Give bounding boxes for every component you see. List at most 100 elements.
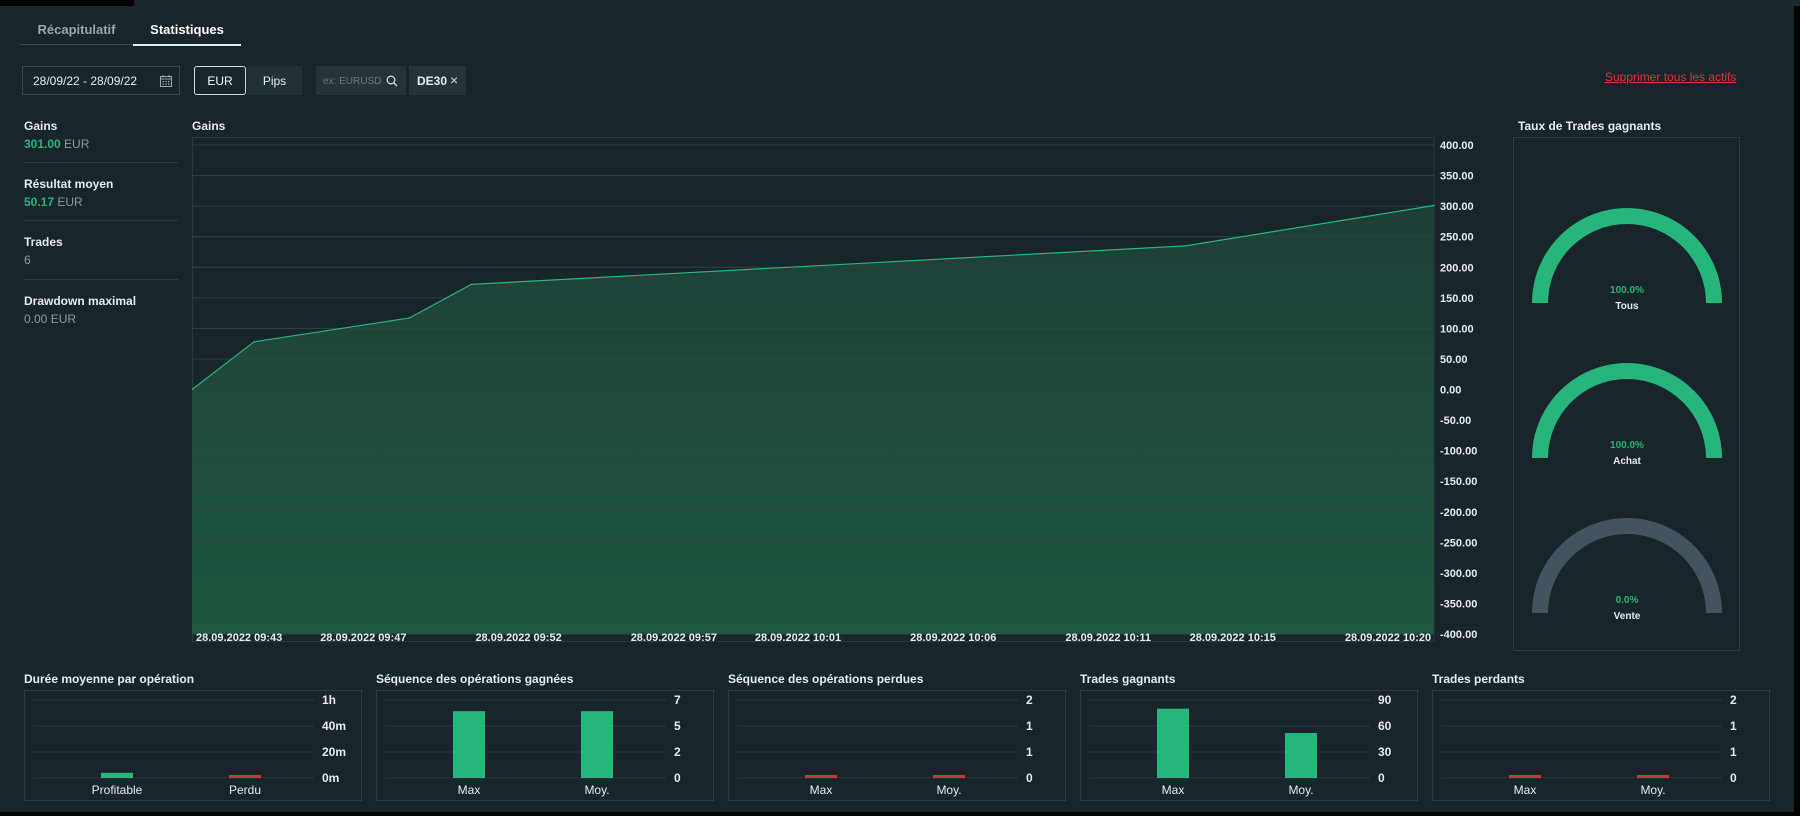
- y-tick-label: 0m: [322, 771, 339, 785]
- y-tick-label: 200.00: [1440, 262, 1474, 274]
- search-icon[interactable]: [386, 75, 398, 87]
- metric-value: 50.17 EUR: [24, 195, 83, 209]
- bar: [581, 711, 613, 778]
- metric-label: Gains: [24, 119, 58, 133]
- winning-trades-title: Trades gagnants: [1080, 672, 1176, 686]
- y-tick-label: 1: [1730, 719, 1737, 733]
- y-tick-label: 40m: [322, 719, 346, 733]
- metric-label: Trades: [24, 235, 63, 249]
- gauge-label: Achat: [1613, 456, 1641, 467]
- pips-button[interactable]: Pips: [247, 66, 302, 95]
- y-tick-label: 1: [1730, 745, 1737, 759]
- y-tick-label: 50.00: [1440, 354, 1468, 366]
- x-tick-label: 28.09.2022 09:47: [320, 632, 406, 642]
- y-tick-label: 0: [1730, 771, 1737, 785]
- bar: [229, 775, 261, 778]
- avg-duration-chart: 1h 40m 20m 0m Profitable Perdu: [24, 690, 362, 801]
- y-tick-label: 1: [1026, 719, 1033, 733]
- bar: [805, 775, 837, 778]
- metric-trades: Trades 6: [24, 235, 63, 267]
- tab-statistiques[interactable]: Statistiques: [133, 22, 241, 46]
- x-category-label: Moy.: [1288, 783, 1313, 797]
- gauge-arc: [1532, 363, 1722, 458]
- calendar-icon[interactable]: [159, 74, 173, 88]
- asset-search-field[interactable]: [316, 66, 406, 95]
- close-icon[interactable]: ×: [450, 72, 459, 88]
- y-tick-label: 300.00: [1440, 201, 1474, 213]
- gauge-value: 0.0%: [1616, 595, 1639, 606]
- y-tick-label: 250.00: [1440, 232, 1474, 244]
- x-tick-label: 28.09.2022 10:20: [1345, 632, 1431, 642]
- metric-value: 6: [24, 253, 31, 267]
- y-tick-label: 150.00: [1440, 293, 1474, 305]
- bar: [453, 711, 485, 778]
- metric-value: 301.00 EUR: [24, 137, 90, 151]
- loss-streak-chart: 2 1 1 0 Max Moy.: [728, 690, 1066, 801]
- metric-max-drawdown: Drawdown maximal 0.00 EUR: [24, 294, 136, 326]
- y-tick-label: 0: [1026, 771, 1033, 785]
- winning-trades-chart: 90 60 30 0 Max Moy.: [1080, 690, 1418, 801]
- y-tick-label: 1: [1026, 745, 1033, 759]
- metric-label: Résultat moyen: [24, 177, 114, 191]
- bar: [1509, 775, 1541, 778]
- x-category-label: Max: [810, 783, 833, 797]
- y-tick-label: 100.00: [1440, 323, 1474, 335]
- asset-chip: DE30 ×: [409, 66, 466, 95]
- date-range-value: 28/09/22 - 28/09/22: [33, 74, 138, 88]
- divider: [23, 279, 178, 280]
- win-streak-chart: 7 5 2 0 Max Moy.: [376, 690, 714, 801]
- y-tick-label: 30: [1378, 745, 1392, 759]
- gains-point: [1433, 204, 1435, 207]
- x-category-label: Max: [1162, 783, 1185, 797]
- win-rate-gauges: 100.0% Tous 100.0% Achat 0.0% Vente: [1532, 208, 1722, 622]
- y-tick-label: 2: [674, 745, 681, 759]
- y-tick-label: -300.00: [1440, 568, 1477, 580]
- y-tick-label: 90: [1378, 693, 1392, 707]
- gains-point: [1184, 245, 1187, 247]
- asset-search-input[interactable]: [323, 73, 383, 89]
- x-category-label: Perdu: [229, 783, 261, 797]
- y-tick-label: -50.00: [1440, 415, 1471, 427]
- y-tick-label: 350.00: [1440, 171, 1474, 183]
- gauge-arc: [1532, 208, 1722, 303]
- x-category-label: Max: [1514, 783, 1537, 797]
- x-tick-label: 28.09.2022 10:11: [1065, 632, 1151, 642]
- remove-all-assets-link[interactable]: Supprimer tous les actifs: [1605, 70, 1737, 84]
- date-range-input[interactable]: 28/09/22 - 28/09/22: [22, 66, 180, 95]
- bar: [933, 775, 965, 778]
- eur-button[interactable]: EUR: [194, 66, 246, 95]
- bar: [1285, 732, 1317, 778]
- divider: [23, 162, 178, 163]
- chart-border: [728, 690, 1066, 801]
- bar: [1157, 708, 1189, 778]
- x-category-label: Moy.: [1640, 783, 1665, 797]
- y-tick-label: 400.00: [1440, 140, 1474, 152]
- x-category-label: Profitable: [92, 783, 143, 797]
- win-rate-panel: 100.0% Tous 100.0% Achat 0.0% Vente: [1513, 137, 1740, 651]
- win-streak-title: Séquence des opérations gagnées: [376, 672, 574, 686]
- x-tick-label: 28.09.2022 09:43: [196, 632, 282, 642]
- gains-chart: 400.00 350.00 300.00 250.00 200.00 150.00 100.…: [192, 137, 1477, 642]
- y-tick-label: -400.00: [1440, 629, 1477, 641]
- y-tick-label: -250.00: [1440, 537, 1477, 549]
- asset-chip-label: DE30: [417, 74, 448, 88]
- tab-recapitulatif[interactable]: Récapitulatif: [20, 22, 133, 45]
- y-tick-label: -150.00: [1440, 476, 1477, 488]
- x-tick-label: 28.09.2022 10:06: [910, 632, 996, 642]
- win-rate-title: Taux de Trades gagnants: [1518, 119, 1662, 133]
- gauge-arc: [1532, 518, 1722, 613]
- y-tick-label: -350.00: [1440, 598, 1477, 610]
- avg-duration-title: Durée moyenne par opération: [24, 672, 195, 686]
- chart-border: [1432, 690, 1770, 801]
- y-tick-label: -200.00: [1440, 507, 1477, 519]
- chart-border: [24, 690, 362, 801]
- gains-point: [192, 388, 193, 391]
- losing-trades-chart: 2 1 1 0 Max Moy.: [1432, 690, 1770, 801]
- gauge-label: Vente: [1614, 611, 1641, 622]
- statistics-app: Récapitulatif Statistiques 28/09/22 - 28…: [0, 6, 1794, 812]
- gains-point: [470, 283, 473, 286]
- chart-border: [1080, 690, 1418, 801]
- y-tick-label: 1h: [322, 693, 336, 707]
- y-tick-label: 60: [1378, 719, 1392, 733]
- metric-gains: Gains 301.00 EUR: [24, 119, 89, 151]
